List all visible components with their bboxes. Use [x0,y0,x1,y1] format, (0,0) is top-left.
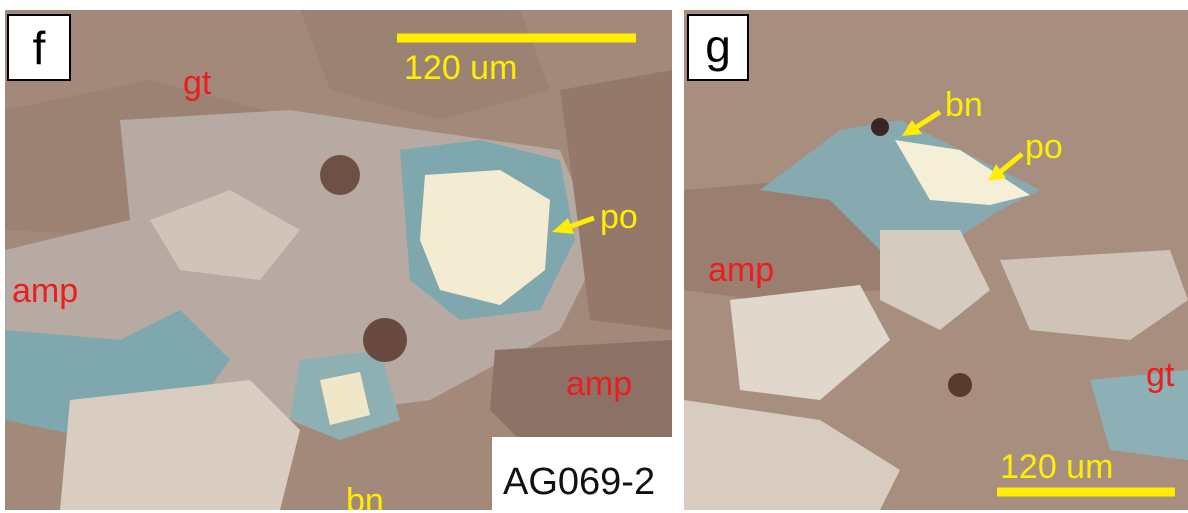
mineral-label: gt [1146,356,1175,394]
grain [320,155,360,195]
scale-bar-label: 120 um [1000,448,1113,486]
figure: f 120 um gt amp po amp bn AG069-2 g bn p… [0,0,1188,513]
mineral-label: po [1025,128,1063,166]
mineral-label: gt [183,64,212,102]
sample-id: AG069-2 [503,461,655,503]
mineral-label: amp [12,272,78,310]
grain [948,373,972,397]
mineral-label: po [600,198,638,236]
mineral-label: amp [708,251,774,289]
grain [363,318,407,362]
panel-label: g [705,20,731,72]
grain [871,118,889,136]
panel-label: f [33,22,46,74]
panel-f: f 120 um gt amp po amp bn AG069-2 [5,10,672,513]
scale-bar-label: 120 um [404,49,517,87]
grain [60,380,300,510]
mineral-label: bn [945,86,983,124]
mineral-label: bn [346,482,384,513]
panel-g: g bn po amp gt 120 um [684,10,1188,510]
mineral-label: amp [566,365,632,403]
